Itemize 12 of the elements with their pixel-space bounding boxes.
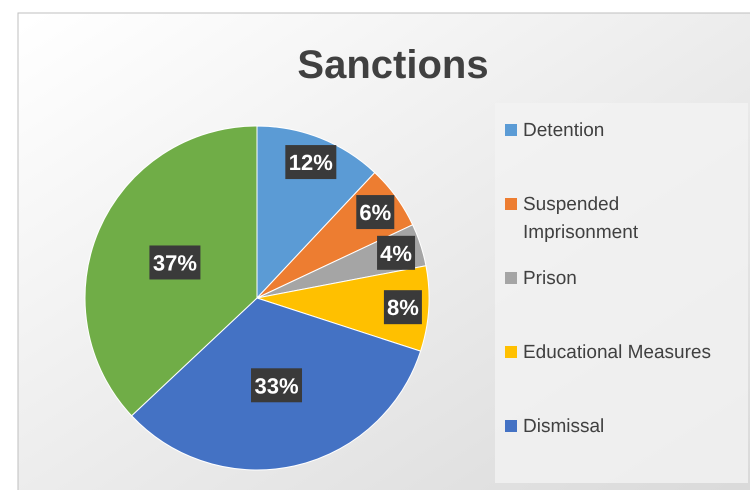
data-label: 8% xyxy=(387,295,419,320)
legend-label: Suspended Imprisonment xyxy=(523,194,639,243)
legend-label: Educational Measures xyxy=(523,342,711,363)
data-label: 4% xyxy=(380,240,412,266)
data-label: 37% xyxy=(152,250,197,276)
legend-label: Prison xyxy=(523,268,577,289)
data-label: 6% xyxy=(359,200,392,226)
chart-title: Sanctions xyxy=(297,43,489,87)
legend-label: Dismissal xyxy=(523,416,604,437)
legend-label: Detention xyxy=(523,120,604,141)
data-label: 33% xyxy=(254,373,299,398)
data-label: 12% xyxy=(288,150,333,176)
